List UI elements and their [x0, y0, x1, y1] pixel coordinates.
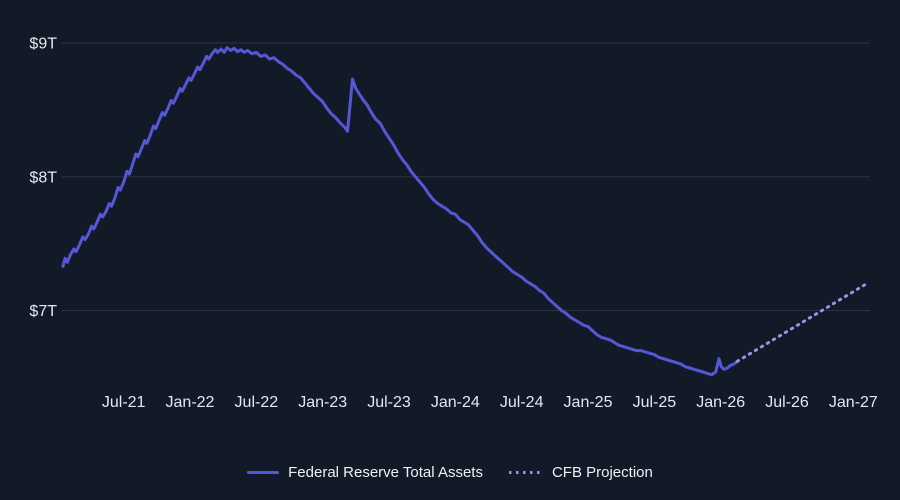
x-axis-label-jan-22: Jan-22: [166, 394, 215, 411]
x-axis-label-jul-26: Jul-26: [765, 394, 809, 411]
legend-label-cfb-projection: CFB Projection: [551, 463, 653, 481]
chart-legend: Federal Reserve Total Assets CFB Project…: [0, 459, 900, 485]
legend-item-cfb-projection[interactable]: CFB Projection: [508, 463, 653, 481]
x-axis-label-jan-27: Jan-27: [829, 394, 878, 411]
x-axis-label-jul-25: Jul-25: [633, 394, 677, 411]
x-axis-label-jul-21: Jul-21: [102, 394, 146, 411]
x-axis-label-jul-22: Jul-22: [235, 394, 279, 411]
fed-assets-line: [61, 46, 739, 377]
legend-label-fed-assets: Federal Reserve Total Assets: [288, 463, 483, 481]
y-axis-label-8T: $8T: [29, 169, 57, 186]
solid-line-swatch: [247, 470, 280, 474]
cfb-projection-line: [735, 280, 871, 363]
x-axis-label-jan-24: Jan-24: [431, 394, 480, 411]
dotted-line-swatch: [508, 470, 543, 474]
y-axis-label-7T: $7T: [29, 303, 57, 320]
y-axis-label-9T: $9T: [29, 36, 57, 53]
x-axis-label-jan-23: Jan-23: [298, 394, 347, 411]
legend-item-fed-assets[interactable]: Federal Reserve Total Assets: [247, 464, 483, 481]
x-axis-label-jan-25: Jan-25: [564, 394, 613, 411]
x-axis-label-jul-24: Jul-24: [500, 394, 544, 411]
x-axis-label-jan-26: Jan-26: [696, 394, 745, 411]
x-axis-label-jul-23: Jul-23: [367, 394, 411, 411]
